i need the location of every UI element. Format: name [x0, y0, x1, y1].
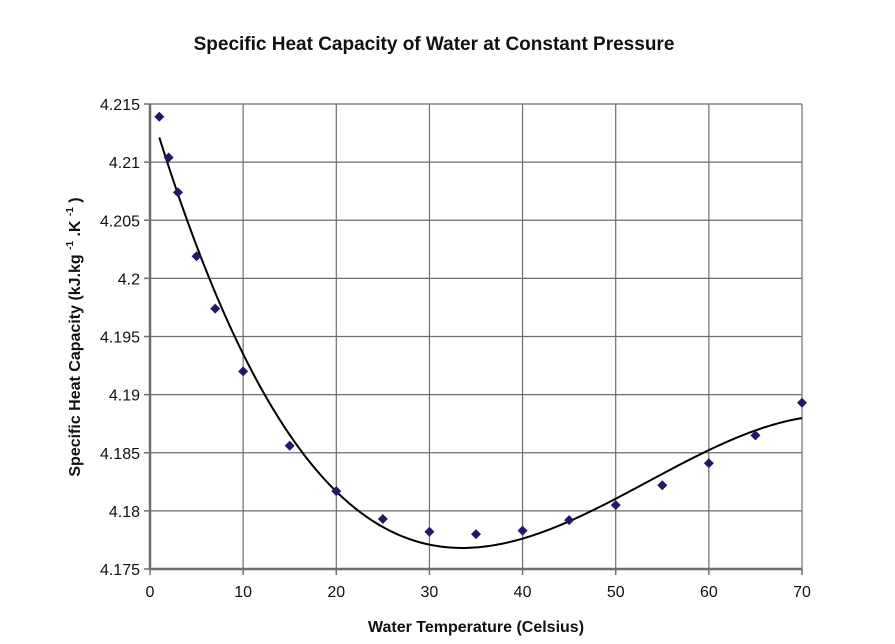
data-point	[797, 397, 807, 408]
y-axis-label-prefix: Specific Heat Capacity (kJ.kg	[67, 254, 84, 476]
y-axis-label-suffix: )	[67, 197, 84, 202]
y-axis-label-sup1: -1	[65, 241, 76, 250]
x-tick-label: 40	[514, 584, 532, 601]
trendline	[158, 137, 803, 549]
data-point	[191, 251, 202, 262]
y-axis-label-sup2: -1	[65, 207, 76, 216]
grid	[149, 103, 803, 570]
x-tick-label: 50	[607, 584, 625, 601]
data-point	[610, 500, 621, 511]
x-axis-label: Water Temperature (Celsius)	[368, 619, 584, 636]
x-tick-label: 30	[421, 584, 439, 601]
data-point	[210, 303, 221, 314]
data-point	[284, 440, 295, 451]
x-tick-label: 0	[146, 584, 155, 601]
y-tick-label: 4.21	[109, 155, 140, 172]
data-point	[377, 514, 388, 525]
y-tick-label: 4.18	[109, 504, 140, 521]
data-point	[154, 111, 165, 122]
x-tick-label: 60	[700, 584, 718, 601]
y-tick-label: 4.195	[100, 330, 140, 347]
data-point	[331, 486, 342, 497]
data-point	[238, 366, 249, 377]
data-point	[657, 480, 668, 491]
y-tick-label: 4.185	[100, 446, 140, 463]
data-point	[424, 526, 435, 537]
data-point	[163, 152, 174, 163]
chart-title: Specific Heat Capacity of Water at Const…	[194, 34, 675, 55]
data-point	[172, 187, 183, 198]
data-points	[154, 111, 807, 540]
y-tick-label: 4.2	[118, 271, 140, 288]
y-tick-label: 4.205	[100, 213, 140, 230]
x-tick-label: 70	[793, 584, 811, 601]
data-point	[703, 458, 714, 469]
y-axis-label-mid: .K	[67, 220, 84, 236]
data-point	[564, 515, 575, 526]
y-axis-label: Specific Heat Capacity (kJ.kg -1 .K -1 )	[60, 197, 84, 476]
y-tick-label: 4.175	[100, 562, 140, 579]
data-point	[750, 430, 761, 441]
axes	[144, 103, 803, 575]
data-point	[517, 525, 528, 536]
x-tick-label: 10	[234, 584, 252, 601]
data-point	[471, 529, 481, 540]
tick-labels: 4.175 4.18 4.185 4.19 4.195 4.2 4.205 4.21 4.215…	[100, 97, 811, 601]
x-tick-label: 20	[327, 584, 345, 601]
y-tick-label: 4.19	[109, 388, 140, 405]
y-tick-label: 4.215	[100, 97, 140, 114]
